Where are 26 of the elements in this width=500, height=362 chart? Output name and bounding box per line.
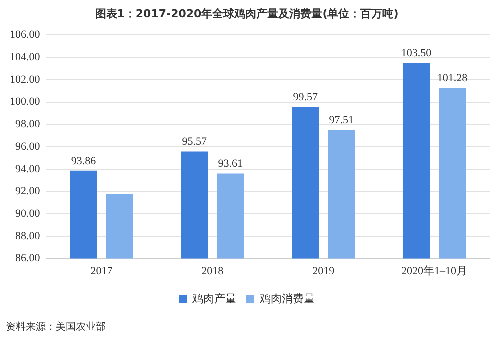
y-tick-label: 88.00 bbox=[16, 230, 41, 242]
data-label: 93.86 bbox=[71, 155, 97, 168]
x-tick-label: 2019 bbox=[312, 265, 336, 278]
text: 资料来源：美国农业部 bbox=[6, 320, 106, 334]
x-tick-label: 2018 bbox=[202, 265, 224, 278]
y-tick-label: 106.00 bbox=[10, 29, 41, 42]
y-tick-label: 96.00 bbox=[16, 140, 41, 153]
y-tick-label: 102.00 bbox=[10, 74, 41, 86]
x-tick-label: 2020年1–10月 bbox=[402, 265, 468, 278]
data-label: 93.61 bbox=[218, 158, 244, 170]
data-label: 99.57 bbox=[293, 91, 318, 104]
chart-title: 图表1：2017-2020年全球鸡肉产量及消费量(单位：百万吨) bbox=[95, 7, 399, 20]
y-tick-label: 90.00 bbox=[16, 208, 41, 220]
data-label: 97.51 bbox=[329, 114, 354, 127]
data-label: 101.28 bbox=[437, 72, 468, 84]
legend-label: 鸡肉产量 bbox=[192, 292, 236, 306]
data-label: 103.50 bbox=[401, 48, 432, 60]
y-tick-label: 92.00 bbox=[16, 186, 41, 198]
x-tick-label: 2017 bbox=[90, 265, 114, 278]
data-label: 95.57 bbox=[182, 136, 208, 148]
y-tick-label: 100.00 bbox=[10, 96, 41, 108]
legend-label: 鸡肉消费量 bbox=[259, 292, 315, 306]
y-tick-label: 98.00 bbox=[16, 118, 41, 131]
y-tick-label: 104.00 bbox=[10, 51, 41, 64]
y-tick-label: 94.00 bbox=[16, 163, 41, 176]
y-tick-label: 86.00 bbox=[16, 252, 41, 265]
